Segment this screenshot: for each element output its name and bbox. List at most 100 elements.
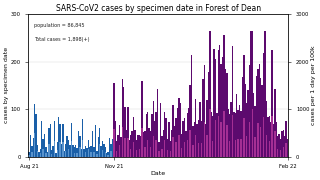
Bar [198,143,199,157]
Bar [103,144,105,157]
Bar [177,108,178,157]
Bar [31,152,33,157]
Bar [204,122,205,157]
Bar [51,150,52,157]
Bar [243,55,244,157]
Bar [79,136,81,157]
Bar [181,148,182,157]
Bar [48,144,50,157]
Bar [67,136,68,157]
Bar [33,138,34,157]
Bar [91,152,92,157]
Bar [222,57,223,157]
Bar [268,116,270,157]
Bar [240,111,242,157]
Bar [281,131,283,157]
Bar [284,136,285,157]
Bar [264,31,266,157]
Bar [57,150,58,157]
X-axis label: Date: Date [151,171,166,176]
Bar [150,147,151,157]
Bar [232,46,233,157]
Bar [50,124,51,157]
Bar [256,76,257,157]
Bar [34,104,36,157]
Bar [139,148,140,157]
Bar [184,118,185,157]
Bar [92,131,93,157]
Bar [206,135,208,157]
Bar [98,137,99,157]
Bar [208,72,209,157]
Bar [36,114,37,157]
Bar [167,150,168,157]
Bar [105,152,106,157]
Y-axis label: cases by specimen date: cases by specimen date [4,47,9,123]
Bar [172,137,174,157]
Bar [254,137,256,157]
Bar [130,149,132,157]
Bar [182,121,184,157]
Bar [99,144,100,157]
Bar [68,140,69,157]
Bar [156,112,157,157]
Bar [215,59,216,157]
Bar [31,146,33,157]
Bar [134,130,136,157]
Bar [102,141,103,157]
Bar [136,140,137,157]
Bar [164,112,165,157]
Bar [172,105,174,157]
Bar [266,136,267,157]
Bar [171,130,172,157]
Bar [242,77,243,157]
Bar [175,118,177,157]
Bar [175,142,177,157]
Bar [273,124,274,157]
Bar [236,94,237,157]
Bar [191,55,192,157]
Bar [154,121,156,157]
Bar [223,35,225,157]
Bar [253,93,254,157]
Bar [184,142,185,157]
Bar [147,112,148,157]
Bar [54,141,55,157]
Bar [168,122,170,157]
Bar [37,151,38,157]
Bar [277,136,278,157]
Bar [237,110,239,157]
Bar [225,69,226,157]
Bar [38,152,40,157]
Bar [43,149,44,157]
Bar [113,83,115,157]
Bar [45,147,47,157]
Bar [146,114,147,157]
Bar [246,136,247,157]
Bar [287,139,288,157]
Bar [220,64,222,157]
Bar [110,144,112,157]
Bar [209,31,211,157]
Bar [235,140,236,157]
Bar [140,136,141,157]
Bar [170,141,171,157]
Bar [158,142,160,157]
Bar [122,127,123,157]
Bar [158,151,160,157]
Bar [211,112,212,157]
Bar [196,124,198,157]
Bar [76,153,78,157]
Bar [74,147,75,157]
Bar [226,125,228,157]
Bar [108,152,109,157]
Bar [117,136,119,157]
Bar [250,31,252,157]
Bar [229,114,230,157]
Bar [267,117,268,157]
Bar [268,141,270,157]
Bar [161,149,163,157]
Bar [82,140,84,157]
Bar [136,150,137,157]
Bar [278,134,280,157]
